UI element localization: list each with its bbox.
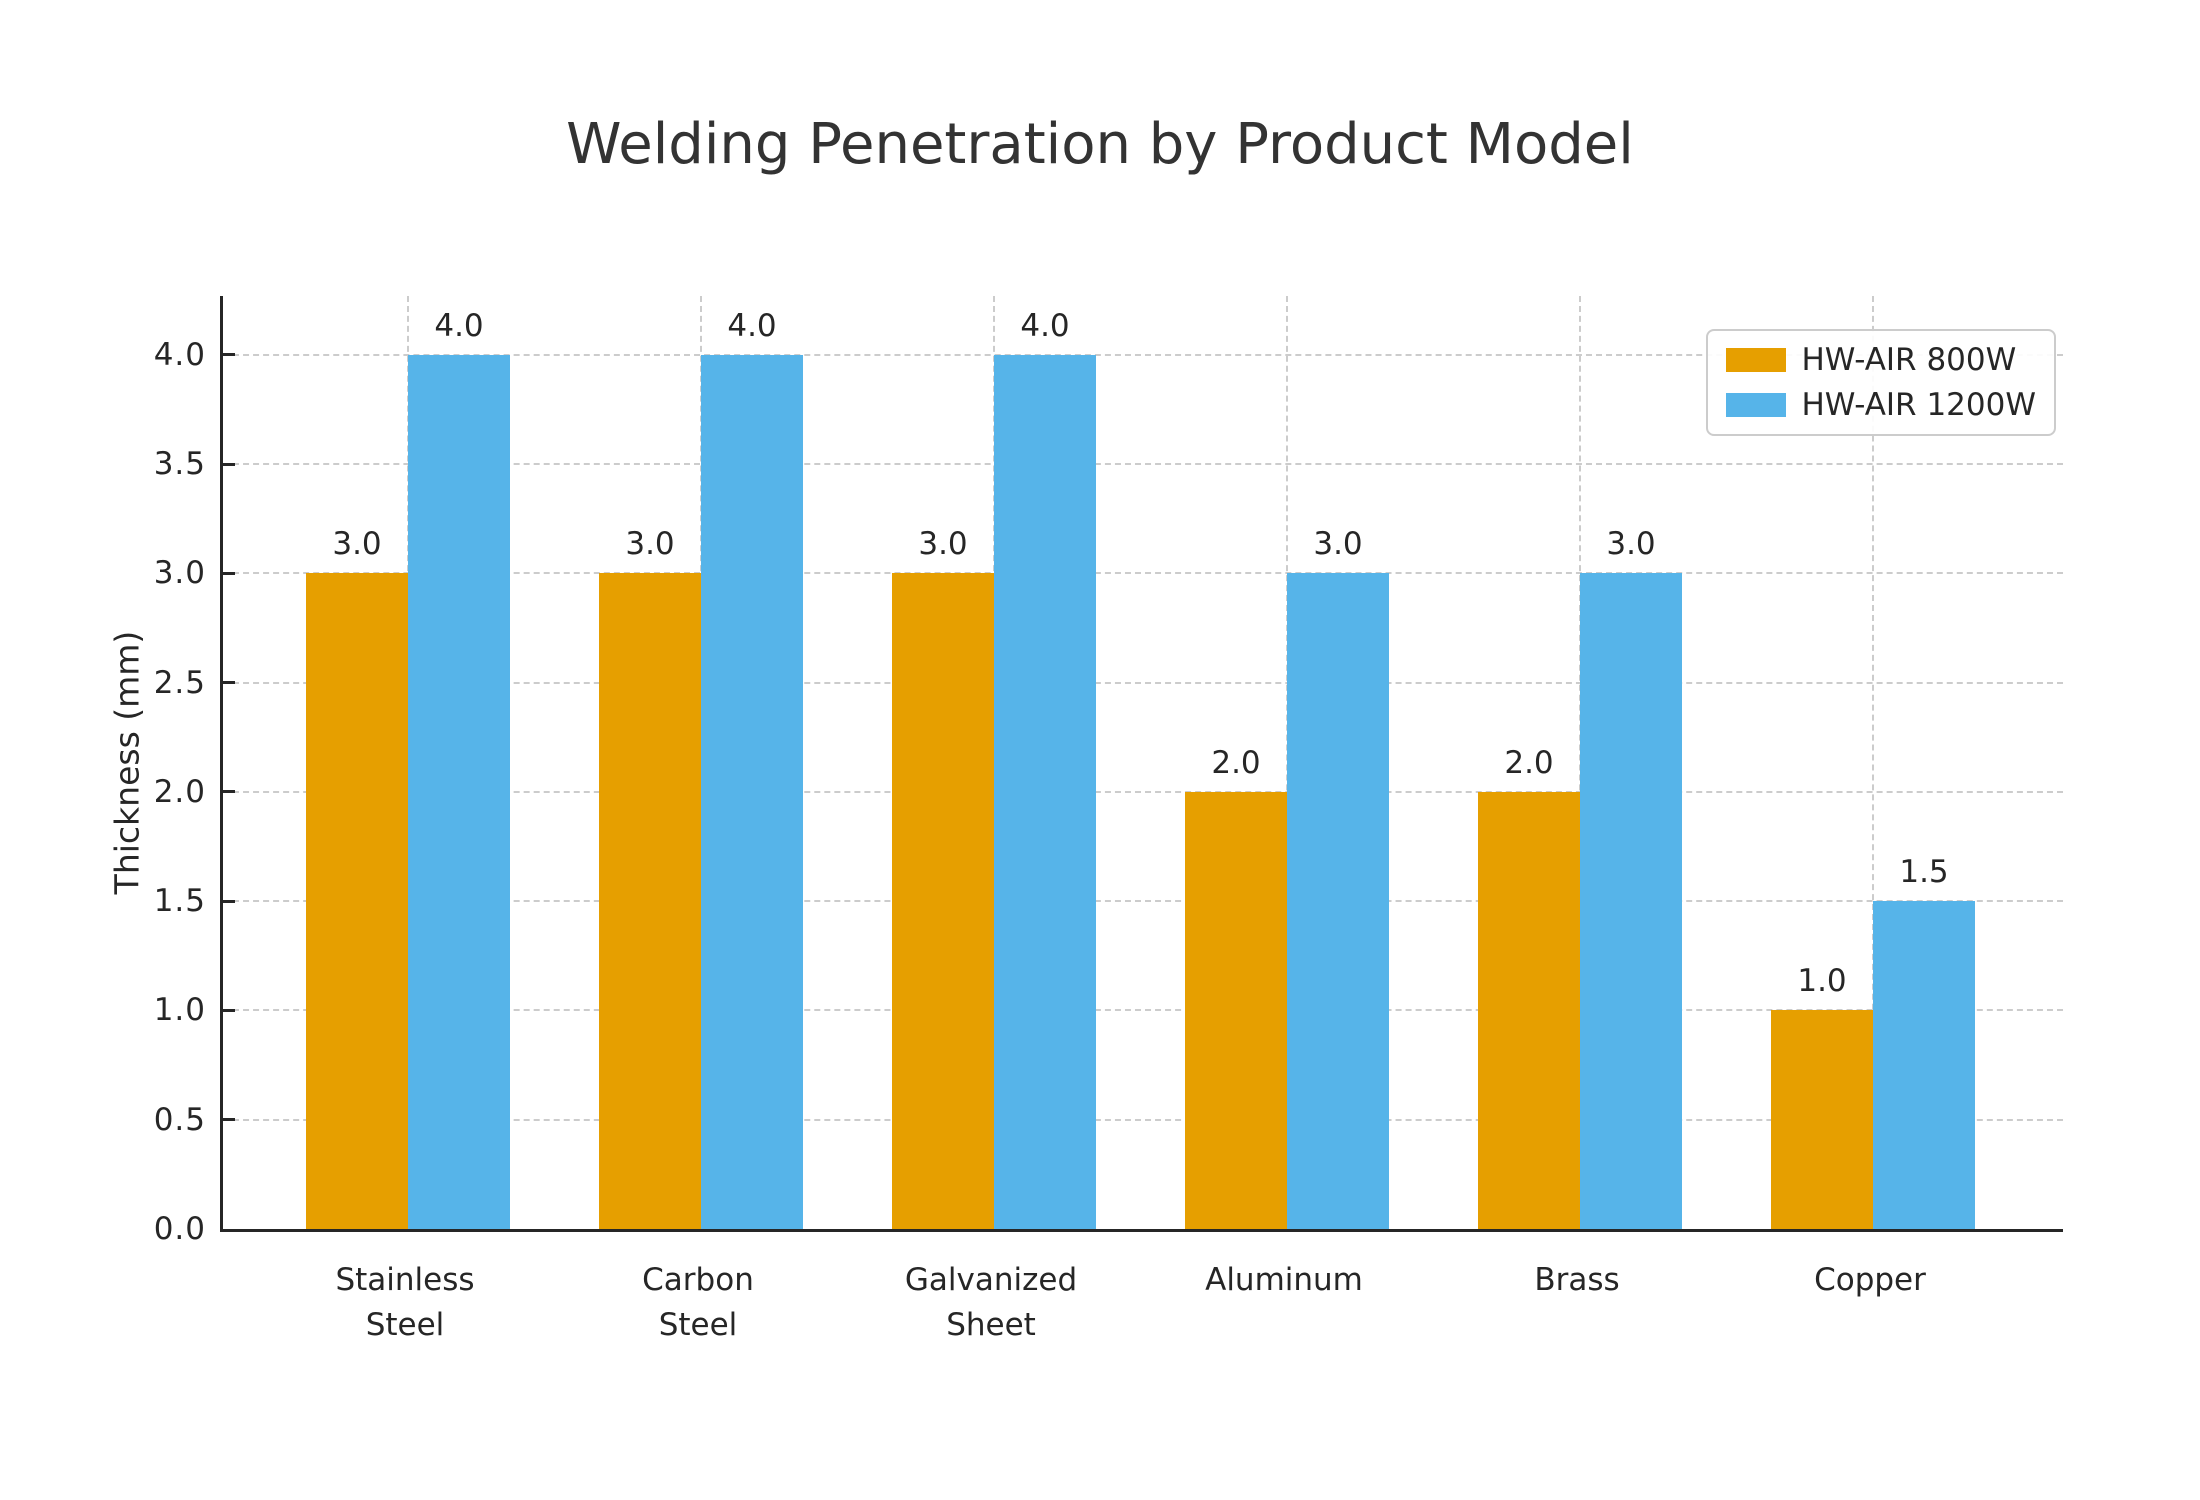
bar-value-label: 1.0: [1797, 963, 1847, 1000]
y-axis-label-text: Thickness (mm): [107, 630, 147, 895]
x-tick-label: Copper: [1720, 1258, 2020, 1303]
bar-value-label: 3.0: [332, 526, 382, 563]
y-tick-label: 3.5: [153, 446, 206, 483]
y-tick-mark: [223, 681, 235, 685]
bar-value-label: 2.0: [1211, 744, 1261, 781]
bar-value-label: 1.5: [1899, 854, 1949, 891]
x-tick-label-line: Galvanized: [904, 1262, 1078, 1298]
y-tick-label: 0.5: [153, 1101, 206, 1138]
bar-value-label: 2.0: [1504, 744, 1554, 781]
gridline-horizontal: [223, 1009, 2063, 1012]
legend-swatch-hw-air-1200w: [1725, 393, 1786, 417]
y-tick-label: 1.0: [153, 992, 206, 1029]
x-tick-label: Galvanized Sheet: [841, 1258, 1141, 1348]
y-tick-mark: [223, 899, 235, 903]
x-tick-label: Brass: [1427, 1258, 1727, 1303]
bar-value-label: 3.0: [918, 526, 968, 563]
x-tick-label-line: Steel: [365, 1307, 445, 1343]
gridline-horizontal: [223, 572, 2063, 575]
bar-value-label: 3.0: [625, 526, 675, 563]
gridline-horizontal: [223, 681, 2063, 684]
x-tick-label: Aluminum: [1134, 1258, 1434, 1303]
x-tick-label: Stainless Steel: [255, 1258, 555, 1348]
x-tick-label-line: Carbon: [642, 1262, 754, 1298]
gridline-horizontal: [223, 790, 2063, 793]
y-tick-mark: [223, 1008, 235, 1012]
bar-value-label: 3.0: [1313, 526, 1363, 563]
bar-value-label: 3.0: [1606, 526, 1656, 563]
x-tick-label-line: Aluminum: [1205, 1262, 1363, 1298]
bar-hw-air-800w-brass: [1478, 791, 1580, 1229]
legend-swatch-hw-air-800w: [1725, 348, 1786, 372]
bar-value-label: 4.0: [727, 307, 777, 344]
gridline-horizontal: [223, 900, 2063, 903]
x-tick-label-line: Brass: [1534, 1262, 1620, 1298]
x-tick-label-line: Steel: [658, 1307, 738, 1343]
y-tick-mark: [223, 571, 235, 575]
bar-hw-air-1200w-galvanized-sheet: [994, 354, 1096, 1229]
bar-hw-air-1200w-carbon-steel: [701, 354, 803, 1229]
gridline-horizontal: [223, 463, 2063, 466]
y-tick-label: 3.0: [153, 555, 206, 592]
legend-label: HW-AIR 1200W: [1801, 387, 2037, 423]
bar-hw-air-800w-galvanized-sheet: [892, 573, 994, 1229]
y-tick-mark: [223, 790, 235, 794]
legend: HW-AIR 800W HW-AIR 1200W: [1705, 329, 2056, 436]
x-tick-label-line: Sheet: [946, 1307, 1036, 1343]
bar-hw-air-800w-stainless-steel: [306, 573, 408, 1229]
bar-value-label: 4.0: [1020, 307, 1070, 344]
y-tick-mark: [223, 353, 235, 357]
bar-hw-air-1200w-copper: [1873, 901, 1975, 1229]
legend-entry: HW-AIR 1200W: [1725, 387, 2037, 423]
y-tick-label: 2.0: [153, 773, 206, 810]
y-tick-label: 1.5: [153, 883, 206, 920]
y-tick-mark: [223, 1118, 235, 1122]
chart-title: Welding Penetration by Product Model: [566, 112, 1634, 177]
bar-hw-air-800w-carbon-steel: [599, 573, 701, 1229]
y-tick-mark: [223, 462, 235, 466]
gridline-horizontal: [223, 1118, 2063, 1121]
x-tick-label: Carbon Steel: [548, 1258, 848, 1348]
legend-entry: HW-AIR 800W: [1725, 342, 2037, 378]
plot-area: 3.0 3.0 3.0 2.0 2.0 1.0 4.0 4.0 4.0 3.0 3.0 1.5: [220, 296, 2063, 1232]
bar-hw-air-800w-aluminum: [1185, 791, 1287, 1229]
gridline-vertical: [1872, 296, 1874, 1229]
x-tick-label-line: Copper: [1814, 1262, 1926, 1298]
legend-label: HW-AIR 800W: [1801, 342, 2017, 378]
y-tick-label: 2.5: [153, 664, 206, 701]
bar-hw-air-800w-copper: [1771, 1010, 1873, 1229]
gridline-horizontal: [223, 353, 2063, 356]
y-tick-label: 0.0: [153, 1211, 206, 1247]
bar-hw-air-1200w-brass: [1580, 573, 1682, 1229]
bar-hw-air-1200w-aluminum: [1287, 573, 1389, 1229]
x-tick-label-line: Stainless: [335, 1262, 475, 1298]
bar-value-label: 4.0: [434, 307, 484, 344]
y-tick-label: 4.0: [153, 336, 206, 373]
bar-hw-air-1200w-stainless-steel: [408, 354, 510, 1229]
